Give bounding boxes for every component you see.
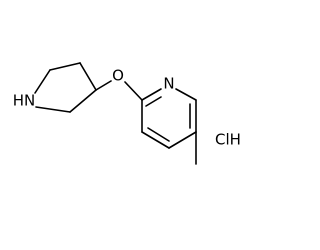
bonds	[34, 62, 197, 165]
bond	[34, 69, 51, 94]
bond	[95, 80, 112, 91]
atom-label: HN	[13, 92, 36, 110]
bond	[141, 88, 162, 101]
bond	[79, 62, 97, 91]
bond	[168, 131, 197, 149]
atom-label: O	[112, 67, 124, 85]
bond	[124, 81, 143, 101]
bond	[175, 88, 197, 101]
atom-label: N	[163, 75, 174, 93]
bond	[145, 96, 162, 107]
bond	[147, 127, 170, 142]
bond	[69, 89, 97, 113]
bond	[35, 106, 71, 113]
bond	[141, 131, 170, 149]
salt-label: ClH	[215, 131, 241, 149]
structure: HN O N ClH	[13, 62, 241, 165]
bond	[49, 62, 81, 71]
